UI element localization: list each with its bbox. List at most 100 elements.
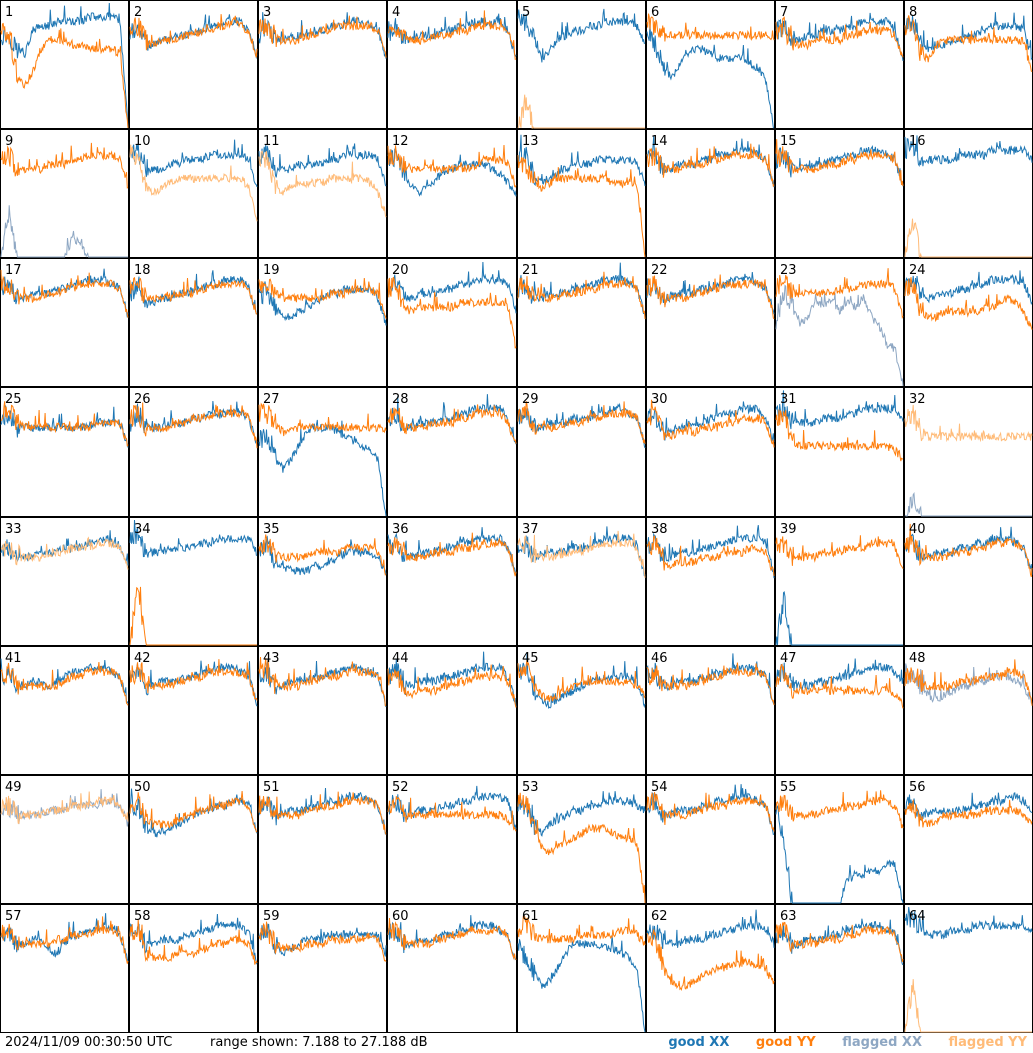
panel-35: 35	[258, 517, 387, 646]
series-yy-line	[387, 796, 517, 832]
panel-label: 61	[522, 909, 539, 924]
panel-47: 47	[775, 646, 904, 775]
series-yy-line	[387, 404, 517, 444]
panel-48: 48	[904, 646, 1033, 775]
panel-label: 59	[263, 909, 280, 924]
series-yy-line	[646, 792, 775, 832]
series-xx-line	[775, 658, 904, 692]
series-yy-line	[258, 277, 387, 319]
panel-label: 32	[909, 392, 926, 407]
panel-label: 31	[780, 392, 797, 407]
panel-14: 14	[646, 129, 775, 258]
panel-37: 37	[517, 517, 646, 646]
series-xx-line	[904, 270, 1033, 305]
series-yy-line	[258, 921, 387, 962]
panel-46: 46	[646, 646, 775, 775]
panel-frame	[775, 387, 904, 517]
panel-label: 24	[909, 263, 926, 278]
series-yy-line	[517, 155, 646, 258]
panel-frame	[517, 517, 646, 646]
panel-label: 4	[392, 5, 400, 20]
panel-frame	[775, 517, 904, 646]
series-yy-line	[0, 791, 129, 825]
panel-43: 43	[258, 646, 387, 775]
series-yy-line	[129, 919, 258, 965]
series-yy-line	[904, 218, 1032, 258]
panel-22: 22	[646, 258, 775, 387]
panel-51: 51	[258, 775, 387, 904]
series-xx-line	[0, 205, 128, 258]
series-yy-line	[517, 271, 646, 319]
series-xx-line	[129, 660, 258, 707]
panel-frame	[0, 129, 129, 258]
panel-frame	[904, 646, 1033, 775]
panel-frame	[129, 904, 258, 1033]
series-yy-line	[646, 13, 775, 42]
series-yy-line	[517, 530, 646, 578]
panel-label: 15	[780, 134, 797, 149]
panel-label: 46	[651, 651, 668, 666]
panel-frame	[517, 129, 646, 258]
panel-52: 52	[387, 775, 517, 904]
panel-frame	[258, 0, 387, 129]
panel-58: 58	[129, 904, 258, 1033]
panel-label: 64	[909, 909, 926, 924]
panel-36: 36	[387, 517, 517, 646]
panel-label: 22	[651, 263, 668, 278]
series-yy-line	[129, 659, 258, 701]
series-xx-line	[904, 663, 1033, 705]
panel-25: 25	[0, 387, 129, 517]
series-yy-line	[387, 532, 517, 577]
series-xx-line	[387, 785, 517, 830]
series-yy-line	[775, 268, 904, 320]
panel-17: 17	[0, 258, 129, 387]
panel-frame	[646, 775, 775, 904]
series-xx-line	[517, 935, 646, 1033]
panel-frame	[258, 646, 387, 775]
panel-frame	[129, 517, 258, 646]
series-yy-line	[258, 534, 387, 576]
series-xx-line	[904, 12, 1033, 61]
series-xx-line	[904, 492, 1032, 517]
series-yy-line	[387, 276, 517, 349]
panel-label: 42	[134, 651, 151, 666]
series-yy-line	[646, 274, 775, 320]
panel-30: 30	[646, 387, 775, 517]
panel-24: 24	[904, 258, 1033, 387]
panel-label: 33	[5, 522, 22, 537]
panel-label: 17	[5, 263, 22, 278]
panel-label: 23	[780, 263, 797, 278]
series-yy-line	[129, 144, 258, 222]
panel-label: 36	[392, 522, 409, 537]
panel-label: 39	[780, 522, 797, 537]
series-xx-line	[775, 805, 904, 904]
panel-label: 28	[392, 392, 409, 407]
panel-21: 21	[517, 258, 646, 387]
panel-label: 34	[134, 522, 151, 537]
panel-32: 32	[904, 387, 1033, 517]
legend-good-yy: good YY	[755, 1035, 816, 1050]
series-yy-line	[517, 660, 646, 702]
panel-11: 11	[258, 129, 387, 258]
panel-6: 6	[646, 0, 775, 129]
panel-label: 54	[651, 780, 668, 795]
panel-64: 64	[904, 904, 1033, 1033]
panel-10: 10	[129, 129, 258, 258]
panel-frame	[129, 129, 258, 258]
series-xx-line	[517, 791, 646, 837]
series-xx-line	[517, 652, 646, 709]
series-yy-line	[258, 402, 387, 437]
series-yy-line	[387, 917, 517, 961]
panel-frame	[258, 904, 387, 1033]
series-yy-line	[646, 535, 775, 576]
panel-frame	[258, 387, 387, 517]
series-xx-line	[646, 22, 775, 129]
series-xx-line	[387, 651, 517, 707]
panel-frame	[904, 387, 1033, 517]
series-yy-line	[775, 139, 904, 187]
panel-label: 7	[780, 5, 788, 20]
series-xx-line	[258, 535, 387, 576]
panel-55: 55	[775, 775, 904, 904]
series-xx-line	[517, 262, 646, 315]
